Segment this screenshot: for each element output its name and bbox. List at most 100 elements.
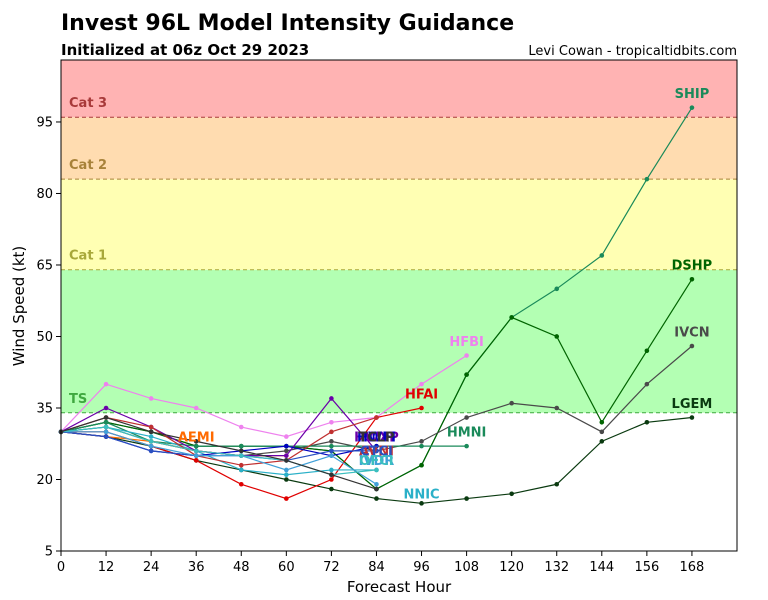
data-point xyxy=(374,443,379,449)
band-label: TS xyxy=(69,392,87,407)
x-tick-label: 0 xyxy=(57,560,65,575)
series-line xyxy=(60,416,377,490)
data-point xyxy=(644,381,650,387)
data-point xyxy=(148,448,154,454)
data-point xyxy=(238,424,244,430)
x-tick-label: 60 xyxy=(278,560,295,575)
data-point xyxy=(103,434,109,439)
series-label: HWXP xyxy=(354,430,399,445)
data-point xyxy=(374,481,379,487)
data-point xyxy=(329,439,334,444)
chart-subtitle: Initialized at 06z Oct 29 2023 xyxy=(61,41,309,59)
data-point xyxy=(193,448,199,454)
data-point xyxy=(329,396,334,401)
series-label: NNIC xyxy=(403,488,439,503)
series-line xyxy=(60,355,467,438)
data-point xyxy=(103,429,109,435)
y-tick-label: 80 xyxy=(36,187,53,202)
data-point xyxy=(599,253,605,258)
data-point xyxy=(419,443,424,449)
data-point xyxy=(599,429,605,435)
x-tick-label: 72 xyxy=(323,560,340,575)
series-label: HMNI xyxy=(447,426,487,441)
intensity-bands: TS Cat 1 Cat 2 Cat 3 xyxy=(61,60,737,414)
data-point xyxy=(238,467,244,473)
x-tick-label: 48 xyxy=(233,560,250,575)
data-point xyxy=(374,467,379,473)
series-label: TCLP xyxy=(358,430,394,445)
data-point xyxy=(148,434,154,439)
data-point xyxy=(374,486,379,492)
data-point xyxy=(238,481,244,487)
data-point xyxy=(644,176,650,182)
data-point xyxy=(193,458,199,463)
data-point xyxy=(554,334,560,339)
data-point xyxy=(238,443,244,449)
series-label: AEMI xyxy=(178,430,215,445)
series-label: IVCN xyxy=(674,325,709,340)
data-point xyxy=(644,419,650,425)
data-point xyxy=(374,448,379,454)
data-point xyxy=(464,353,469,358)
data-point xyxy=(284,496,289,501)
data-point xyxy=(284,467,289,473)
data-point xyxy=(374,415,379,420)
data-point xyxy=(329,486,334,492)
series-label: AVNI xyxy=(359,445,394,460)
x-tick-label: 84 xyxy=(368,560,385,575)
data-point xyxy=(464,443,469,449)
x-tick-label: 108 xyxy=(454,560,479,575)
series-label: LGEM xyxy=(672,397,713,412)
data-point xyxy=(689,343,695,349)
data-point xyxy=(193,453,199,458)
y-tick-label: 65 xyxy=(36,258,53,273)
data-point xyxy=(103,381,109,387)
chart-title: Invest 96L Model Intensity Guidance xyxy=(61,11,514,36)
data-point xyxy=(103,419,109,425)
data-point xyxy=(464,415,469,420)
data-point xyxy=(148,396,154,401)
data-point xyxy=(103,424,109,430)
band-ts xyxy=(61,269,737,413)
x-tick-label: 96 xyxy=(413,560,430,575)
data-point xyxy=(284,458,289,463)
y-tick-label: 5 xyxy=(45,545,53,560)
data-point xyxy=(284,443,289,449)
y-axis-label: Wind Speed (kt) xyxy=(10,246,28,367)
series-line xyxy=(60,431,377,457)
data-point xyxy=(644,348,650,354)
data-point xyxy=(419,381,424,387)
data-point xyxy=(148,443,154,449)
data-point xyxy=(284,434,289,439)
data-point xyxy=(329,472,334,478)
data-point xyxy=(419,439,424,444)
x-tick-label: 144 xyxy=(589,560,614,575)
x-tick-label: 12 xyxy=(98,560,115,575)
chart-credit: Levi Cowan - tropicaltidbits.com xyxy=(528,44,737,59)
data-point xyxy=(599,439,605,444)
data-point xyxy=(148,424,154,430)
data-point xyxy=(193,405,199,411)
data-point xyxy=(238,462,244,468)
band-label: Cat 2 xyxy=(69,158,107,173)
data-point xyxy=(509,315,514,320)
data-point xyxy=(329,448,334,454)
data-point xyxy=(329,443,334,449)
data-point xyxy=(284,472,289,478)
band-label: Cat 1 xyxy=(69,249,107,264)
data-point xyxy=(329,467,334,473)
data-point xyxy=(103,415,109,420)
data-point xyxy=(419,501,424,506)
band-label: Cat 3 xyxy=(69,96,107,111)
data-point xyxy=(284,448,289,454)
series-label: HFBI xyxy=(449,335,484,350)
series-label: CTCI xyxy=(360,445,393,460)
y-axis: 5 20 35 50 65 80 95 xyxy=(36,115,61,560)
series-label: SHIP xyxy=(675,87,710,102)
band-cat-2 xyxy=(61,117,737,180)
y-tick-label: 95 xyxy=(36,115,53,130)
data-point xyxy=(193,443,199,449)
data-point xyxy=(374,496,379,501)
data-point xyxy=(284,477,289,482)
